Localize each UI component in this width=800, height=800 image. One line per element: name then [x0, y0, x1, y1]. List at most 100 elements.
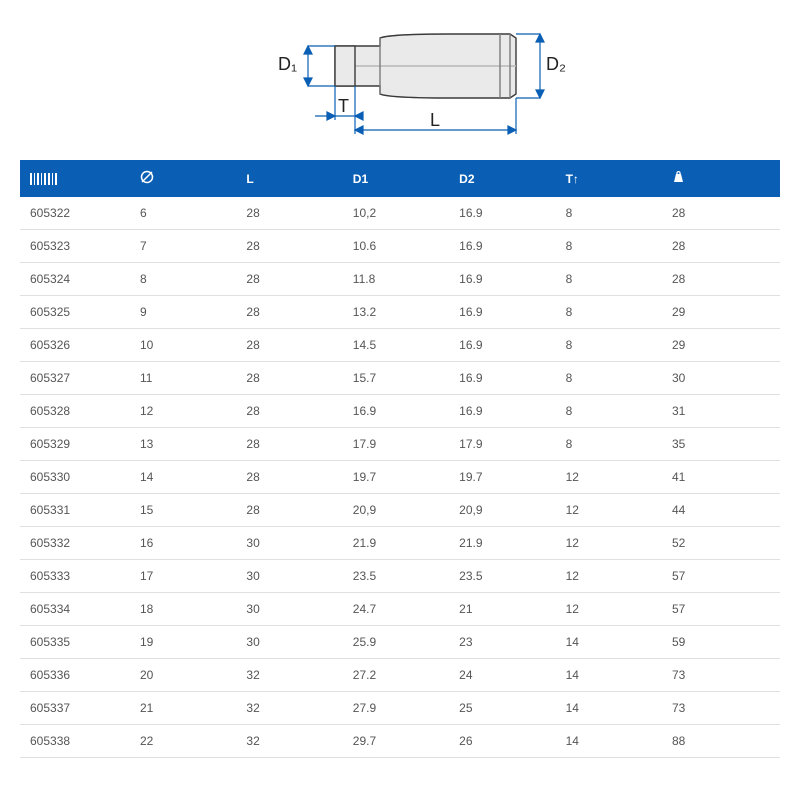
cell-L: 28 — [240, 395, 346, 428]
cell-weight: 29 — [666, 329, 780, 362]
cell-D1: 23.5 — [347, 560, 453, 593]
cell-D1: 27.2 — [347, 659, 453, 692]
column-header-D2: D2 — [453, 160, 559, 197]
cell-L: 32 — [240, 659, 346, 692]
cell-size: 15 — [134, 494, 240, 527]
cell-code: 605331 — [20, 494, 134, 527]
socket-diagram-svg: D₁ D₂ T L — [230, 8, 570, 148]
weight-icon — [672, 171, 685, 184]
cell-size: 20 — [134, 659, 240, 692]
cell-T: 12 — [560, 494, 666, 527]
cell-size: 9 — [134, 296, 240, 329]
cell-D2: 26 — [453, 725, 559, 758]
table-row: 605336203227.2241473 — [20, 659, 780, 692]
table-row: 60532482811.816.9828 — [20, 263, 780, 296]
spec-table: LD1D2T↑ 60532262810,216.982860532372810.… — [20, 160, 780, 758]
cell-D2: 17.9 — [453, 428, 559, 461]
cell-D2: 25 — [453, 692, 559, 725]
table-row: 605337213227.9251473 — [20, 692, 780, 725]
cell-D2: 21.9 — [453, 527, 559, 560]
cell-weight: 57 — [666, 593, 780, 626]
cell-D1: 11.8 — [347, 263, 453, 296]
cell-T: 14 — [560, 659, 666, 692]
cell-L: 28 — [240, 263, 346, 296]
cell-D2: 16.9 — [453, 230, 559, 263]
table-row: 605334183024.7211257 — [20, 593, 780, 626]
cell-D2: 16.9 — [453, 197, 559, 230]
cell-weight: 28 — [666, 230, 780, 263]
table-row: 605338223229.7261488 — [20, 725, 780, 758]
cell-T: 12 — [560, 593, 666, 626]
cell-weight: 29 — [666, 296, 780, 329]
cell-weight: 31 — [666, 395, 780, 428]
cell-size: 16 — [134, 527, 240, 560]
cell-T: 8 — [560, 263, 666, 296]
table-row: 605328122816.916.9831 — [20, 395, 780, 428]
cell-D2: 16.9 — [453, 296, 559, 329]
cell-T: 8 — [560, 197, 666, 230]
cell-D1: 27.9 — [347, 692, 453, 725]
cell-weight: 35 — [666, 428, 780, 461]
table-row: 605333173023.523.51257 — [20, 560, 780, 593]
cell-weight: 57 — [666, 560, 780, 593]
spec-table-container: LD1D2T↑ 60532262810,216.982860532372810.… — [0, 160, 800, 758]
column-header-L: L — [240, 160, 346, 197]
cell-L: 28 — [240, 428, 346, 461]
table-row: 605329132817.917.9835 — [20, 428, 780, 461]
cell-size: 19 — [134, 626, 240, 659]
cell-code: 605333 — [20, 560, 134, 593]
cell-size: 13 — [134, 428, 240, 461]
cell-L: 28 — [240, 494, 346, 527]
table-row: 605335193025.9231459 — [20, 626, 780, 659]
cell-D1: 16.9 — [347, 395, 453, 428]
cell-size: 22 — [134, 725, 240, 758]
cell-D1: 20,9 — [347, 494, 453, 527]
cell-D2: 16.9 — [453, 362, 559, 395]
cell-L: 28 — [240, 461, 346, 494]
cell-D2: 16.9 — [453, 329, 559, 362]
cell-code: 605336 — [20, 659, 134, 692]
table-row: 60532592813.216.9829 — [20, 296, 780, 329]
cell-D2: 19.7 — [453, 461, 559, 494]
cell-T: 14 — [560, 692, 666, 725]
cell-code: 605335 — [20, 626, 134, 659]
cell-weight: 59 — [666, 626, 780, 659]
cell-D1: 13.2 — [347, 296, 453, 329]
cell-D1: 29.7 — [347, 725, 453, 758]
cell-code: 605334 — [20, 593, 134, 626]
cell-code: 605322 — [20, 197, 134, 230]
cell-T: 8 — [560, 230, 666, 263]
cell-D1: 10.6 — [347, 230, 453, 263]
cell-T: 14 — [560, 725, 666, 758]
cell-T: 14 — [560, 626, 666, 659]
cell-code: 605337 — [20, 692, 134, 725]
cell-D2: 24 — [453, 659, 559, 692]
cell-weight: 41 — [666, 461, 780, 494]
cell-D1: 15.7 — [347, 362, 453, 395]
cell-D2: 16.9 — [453, 395, 559, 428]
cell-weight: 44 — [666, 494, 780, 527]
cell-L: 28 — [240, 362, 346, 395]
cell-code: 605325 — [20, 296, 134, 329]
cell-T: 12 — [560, 560, 666, 593]
cell-code: 605328 — [20, 395, 134, 428]
cell-L: 30 — [240, 593, 346, 626]
column-header-code — [20, 160, 134, 197]
cell-weight: 88 — [666, 725, 780, 758]
cell-weight: 73 — [666, 692, 780, 725]
cell-D1: 21.9 — [347, 527, 453, 560]
cell-code: 605329 — [20, 428, 134, 461]
cell-weight: 28 — [666, 263, 780, 296]
cell-L: 28 — [240, 230, 346, 263]
cell-size: 14 — [134, 461, 240, 494]
cell-L: 28 — [240, 296, 346, 329]
cell-code: 605324 — [20, 263, 134, 296]
cell-T: 12 — [560, 461, 666, 494]
cell-weight: 52 — [666, 527, 780, 560]
table-row: 605331152820,920,91244 — [20, 494, 780, 527]
column-header-size — [134, 160, 240, 197]
cell-D1: 19.7 — [347, 461, 453, 494]
cell-L: 32 — [240, 692, 346, 725]
cell-size: 8 — [134, 263, 240, 296]
cell-L: 30 — [240, 527, 346, 560]
